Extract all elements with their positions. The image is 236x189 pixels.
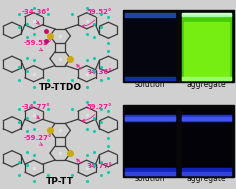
Text: -59.27°: -59.27° [24, 135, 52, 145]
Text: -34.36°: -34.36° [22, 9, 50, 24]
Text: 59.52°: 59.52° [82, 9, 112, 27]
Bar [125, 77, 175, 80]
Bar [182, 14, 231, 16]
Bar [125, 117, 175, 120]
Text: TP-TTDO: TP-TTDO [39, 83, 82, 92]
Text: TP-TT: TP-TT [46, 177, 74, 186]
Bar [125, 13, 175, 17]
Bar [182, 117, 231, 120]
Bar [125, 115, 175, 121]
Bar [125, 172, 175, 175]
Text: 34.77°: 34.77° [77, 159, 113, 169]
Bar [184, 22, 229, 78]
Text: aggregate: aggregate [187, 80, 226, 89]
Text: aggregate: aggregate [187, 174, 226, 183]
Text: solution: solution [135, 80, 165, 89]
Bar [182, 77, 231, 80]
Text: solution: solution [135, 174, 165, 183]
Bar [182, 172, 231, 175]
Bar [182, 14, 231, 80]
Text: 34.36°: 34.36° [77, 64, 112, 75]
Bar [123, 105, 234, 177]
Bar [182, 115, 231, 121]
Bar [182, 168, 231, 175]
Text: -59.52°: -59.52° [24, 40, 52, 51]
Bar [123, 10, 234, 82]
Bar [182, 12, 231, 14]
Bar [125, 14, 175, 80]
Bar [125, 168, 175, 175]
Bar [125, 109, 175, 175]
Text: -34.77°: -34.77° [22, 104, 51, 119]
Text: 59.27°: 59.27° [82, 104, 112, 122]
Bar [182, 109, 231, 175]
